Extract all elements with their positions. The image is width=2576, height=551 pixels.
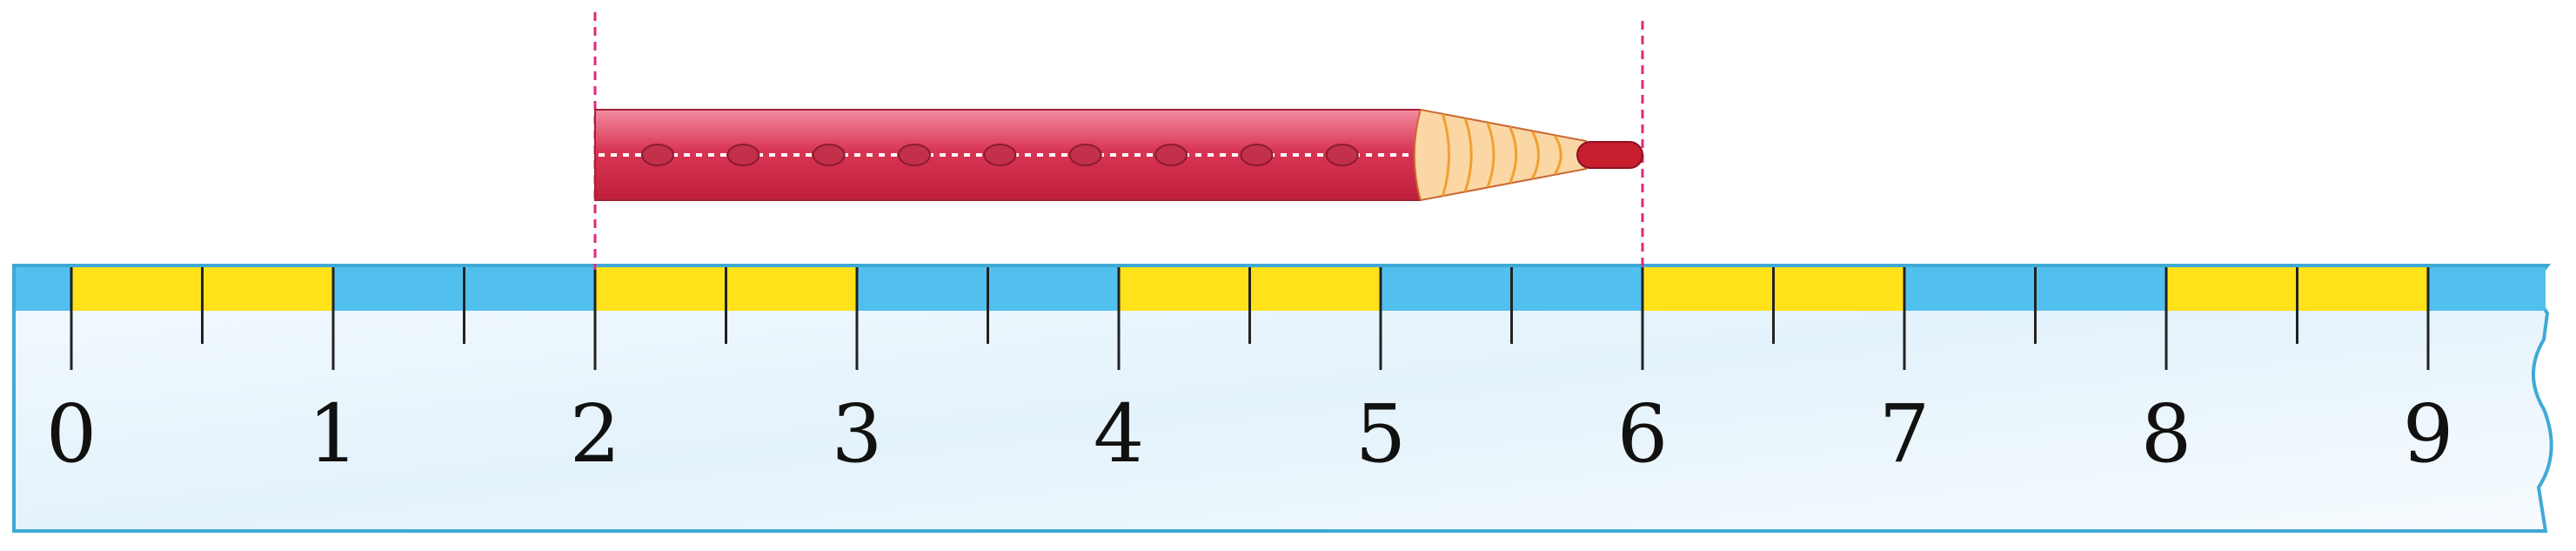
ruler-label: 5 xyxy=(1355,387,1407,480)
ruler-labels: 0 1 2 3 4 5 6 7 8 9 xyxy=(46,387,2454,480)
pencil-dot xyxy=(1068,144,1102,166)
ruler-label: 6 xyxy=(1617,387,1669,480)
wood-grain-line xyxy=(1531,131,1540,179)
ruler-label: 1 xyxy=(308,387,359,480)
wood-grain-line xyxy=(1486,122,1495,188)
pencil-wood-grain xyxy=(1442,113,1562,197)
pencil-lead-tip xyxy=(1576,141,1643,169)
ruler-label: 7 xyxy=(1879,387,1930,480)
pencil-dots xyxy=(641,144,1359,166)
ruler-label: 0 xyxy=(46,387,97,480)
pencil-dot xyxy=(1325,144,1359,166)
ruler-label: 3 xyxy=(832,387,883,480)
pencil-dot xyxy=(812,144,846,166)
pencil-dot xyxy=(898,144,932,166)
ruler-label: 2 xyxy=(570,387,621,480)
ruler-label: 9 xyxy=(2403,387,2454,480)
ruler-ticks xyxy=(70,267,2430,370)
pencil-dot xyxy=(726,144,760,166)
wood-grain-line xyxy=(1509,126,1518,184)
pencil-dot xyxy=(983,144,1017,166)
pencil xyxy=(594,108,1643,202)
pencil-dot xyxy=(641,144,674,166)
wood-grain-line xyxy=(1463,118,1473,192)
pencil-dot xyxy=(1240,144,1274,166)
wood-grain-line xyxy=(1553,135,1562,175)
ruler-label: 8 xyxy=(2141,387,2192,480)
ruler-label: 4 xyxy=(1094,387,1145,480)
pencil-dot xyxy=(1154,144,1188,166)
wood-grain-line xyxy=(1442,113,1450,197)
pencil-wood-cone xyxy=(1413,108,1587,202)
